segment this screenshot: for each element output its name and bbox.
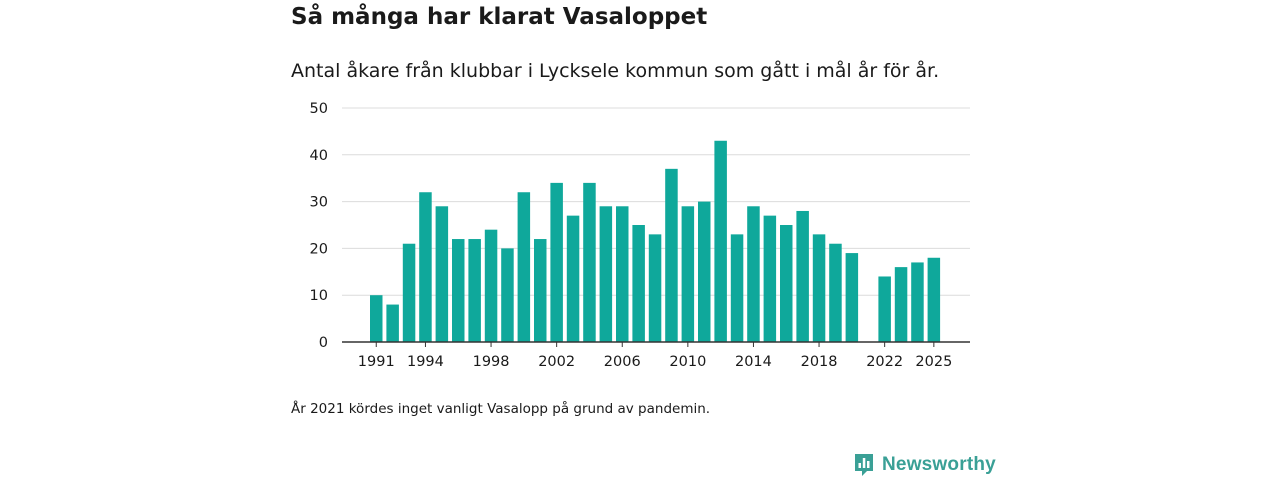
x-tick-label: 2018 (801, 354, 838, 370)
bar-2022 (878, 276, 891, 342)
bar-2014 (747, 206, 760, 342)
y-tick-label: 50 (310, 101, 328, 117)
bar-1992 (386, 304, 399, 342)
x-tick-label: 1998 (473, 354, 510, 370)
y-tick-label: 0 (319, 335, 328, 351)
y-tick-label: 10 (310, 288, 328, 304)
bar-layer (370, 140, 941, 342)
bar-1995 (435, 206, 449, 342)
y-axis-ticks: 0 10 20 30 40 50 (310, 101, 328, 351)
bar-2003 (566, 215, 580, 342)
x-tick-label: 2022 (866, 354, 903, 370)
bar-1996 (452, 239, 465, 342)
bar-2023 (894, 267, 908, 342)
bar-2024 (911, 262, 924, 342)
bar-2016 (780, 225, 793, 342)
x-axis-ticks: 1991 1994 1998 2002 2006 2010 2014 2018 2022 2025 (358, 342, 952, 370)
bar-2002 (550, 182, 563, 342)
bar-2020 (845, 253, 859, 342)
bar-2000 (517, 192, 531, 342)
bar-2012 (714, 140, 727, 342)
bar-2019 (829, 243, 842, 342)
bar-2025 (927, 257, 941, 342)
chart-subtitle: Antal åkare från klubbar i Lycksele komm… (291, 60, 940, 82)
bar-1999 (501, 248, 514, 342)
bar-2013 (730, 234, 744, 342)
x-tick-label: 1991 (358, 354, 395, 370)
logo-text: Newsworthy (882, 454, 996, 475)
bar-1998 (484, 229, 498, 342)
bar-1994 (419, 192, 432, 342)
bar-1997 (468, 239, 481, 342)
bar-2004 (583, 182, 596, 342)
bar-2010 (681, 206, 695, 342)
bar-1991 (370, 295, 383, 342)
y-tick-label: 30 (310, 195, 328, 211)
bar-1993 (402, 243, 416, 342)
bar-chart: 0 10 20 30 40 50 1991 1994 1998 2002 2006 2010 2014… (310, 101, 970, 370)
newsworthy-logo-icon (855, 454, 873, 476)
x-tick-label: 2002 (538, 354, 575, 370)
y-tick-label: 20 (310, 241, 328, 257)
bar-2008 (648, 234, 662, 342)
y-tick-label: 40 (310, 148, 328, 164)
bar-2011 (698, 201, 711, 342)
bar-2015 (763, 215, 777, 342)
x-tick-label: 2006 (604, 354, 641, 370)
chart-title: Så många har klarat Vasaloppet (291, 4, 708, 30)
bar-2009 (665, 168, 678, 342)
bar-2005 (599, 206, 613, 342)
bar-2018 (812, 234, 826, 342)
newsworthy-logo[interactable]: Newsworthy (853, 452, 996, 478)
bar-2006 (616, 206, 629, 342)
x-tick-label: 2014 (735, 354, 772, 370)
footnote: År 2021 kördes inget vanligt Vasalopp på… (291, 401, 711, 417)
bar-2001 (534, 239, 547, 342)
bar-2007 (632, 225, 645, 342)
x-tick-label: 2010 (669, 354, 706, 370)
x-tick-label: 2025 (915, 354, 952, 370)
bar-2017 (796, 210, 809, 342)
x-tick-label: 1994 (407, 354, 444, 370)
